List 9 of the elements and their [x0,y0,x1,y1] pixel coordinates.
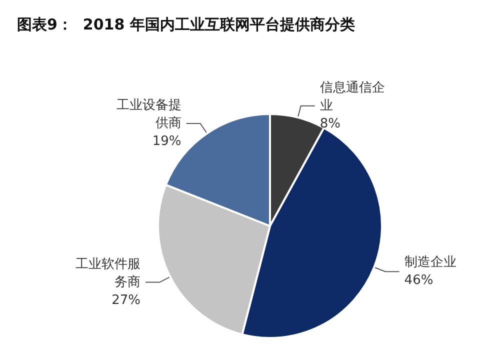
slice-label: 制造企业 [404,255,456,270]
data-label: 19% [152,134,182,149]
data-label: 27% [112,292,141,308]
data-label: 8% [320,116,340,132]
data-label: 46% [404,273,434,288]
slice-label: 工业设备提供商 [116,98,182,131]
slice-label: 信息通信企业 [320,80,385,114]
chart-title: 图表9： 2018 年国内工业互联网平台提供商分类 [17,16,355,34]
slice-label: 工业软件服务商 [76,256,141,290]
